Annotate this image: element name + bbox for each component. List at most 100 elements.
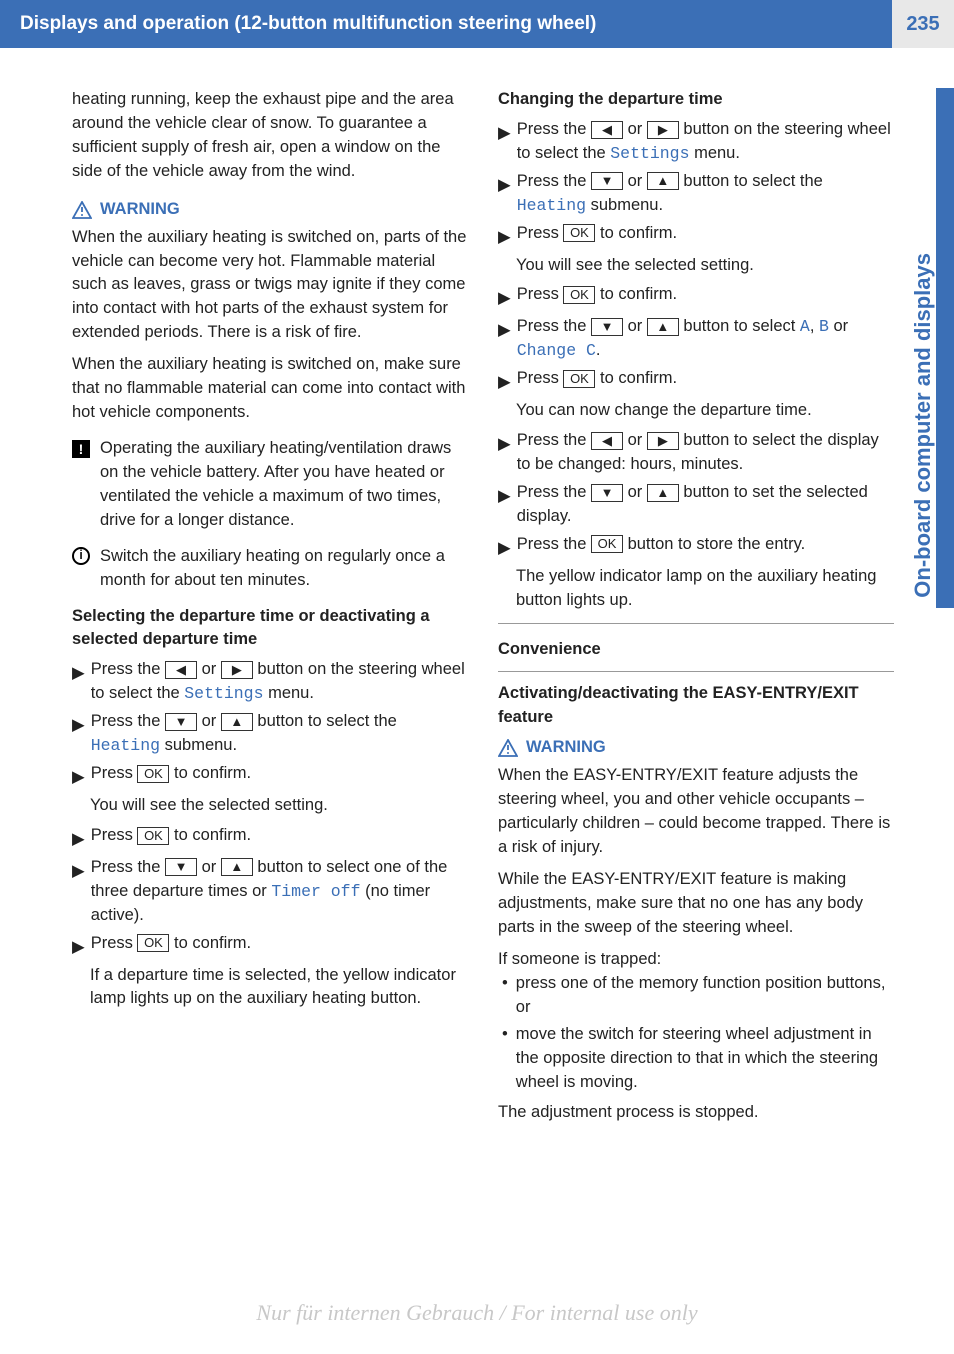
rstep-2-text: Press the ▼ or ▲ button to select the He… xyxy=(517,170,894,218)
step-marker-icon: ▶ xyxy=(498,226,511,250)
warn2-p4: The adjustment process is stopped. xyxy=(498,1101,894,1125)
rstep-7: ▶ Press the ◀ or ▶ button to select the … xyxy=(498,429,894,477)
step-marker-icon: ▶ xyxy=(498,371,511,395)
right-button-icon: ▶ xyxy=(221,661,253,679)
settings-menu-label: Settings xyxy=(184,684,263,703)
step-marker-icon: ▶ xyxy=(72,828,85,852)
warning-label: WARNING xyxy=(100,198,180,222)
step-3-text: Press OK to confirm. xyxy=(91,762,468,790)
subheading-easy-entry: Activating/deactivating the EASY-ENTRY/E… xyxy=(498,682,894,730)
warning-triangle-icon xyxy=(498,739,518,757)
info-text: Switch the auxiliary heating on regularl… xyxy=(100,545,468,593)
left-button-icon: ◀ xyxy=(591,121,623,139)
option-change-c: Change C xyxy=(517,341,596,360)
warn2-p3: If someone is trapped: xyxy=(498,948,894,972)
rstep-6-sub: You can now change the departure time. xyxy=(516,399,894,423)
step-marker-icon: ▶ xyxy=(72,662,85,706)
step-marker-icon: ▶ xyxy=(498,174,511,218)
page-number: 235 xyxy=(892,0,954,48)
right-column: Changing the departure time ▶ Press the … xyxy=(498,88,894,1125)
step-marker-icon: ▶ xyxy=(498,287,511,311)
down-button-icon: ▼ xyxy=(165,858,197,876)
rstep-6: ▶ Press OK to confirm. xyxy=(498,367,894,395)
heating-menu-label: Heating xyxy=(91,736,160,755)
bullet-1: • press one of the memory function posit… xyxy=(502,972,894,1020)
rstep-4: ▶ Press OK to confirm. xyxy=(498,283,894,311)
rstep-3-text: Press OK to confirm. xyxy=(517,222,894,250)
rstep-9-text: Press the OK button to store the entry. xyxy=(517,533,894,561)
ok-button-icon: OK xyxy=(137,827,169,845)
important-icon: ! xyxy=(72,440,90,458)
info-note: i Switch the auxiliary heating on regula… xyxy=(72,545,468,593)
left-column: heating running, keep the exhaust pipe a… xyxy=(72,88,468,1125)
side-tab: On-board computer and displays xyxy=(904,88,954,608)
side-tab-label: On-board computer and displays xyxy=(910,253,936,598)
warning-label-2: WARNING xyxy=(526,736,606,760)
step-marker-icon: ▶ xyxy=(498,433,511,477)
rstep-2: ▶ Press the ▼ or ▲ button to select the … xyxy=(498,170,894,218)
bullet-icon: • xyxy=(502,972,508,1020)
step-5: ▶ Press the ▼ or ▲ button to select one … xyxy=(72,856,468,928)
right-button-icon: ▶ xyxy=(647,432,679,450)
warn2-p2: While the EASY-ENTRY/EXIT feature is mak… xyxy=(498,868,894,940)
step-marker-icon: ▶ xyxy=(72,714,85,758)
intro-text: heating running, keep the exhaust pipe a… xyxy=(72,88,468,184)
important-text: Operating the auxiliary heating/ventilat… xyxy=(100,437,468,533)
warning-text-1: When the auxiliary heating is switched o… xyxy=(72,226,468,346)
left-button-icon: ◀ xyxy=(165,661,197,679)
rstep-5-text: Press the ▼ or ▲ button to select A, B o… xyxy=(517,315,894,363)
heading-convenience: Convenience xyxy=(498,638,894,662)
rstep-6-text: Press OK to confirm. xyxy=(517,367,894,395)
step-marker-icon: ▶ xyxy=(498,485,511,529)
up-button-icon: ▲ xyxy=(221,858,253,876)
up-button-icon: ▲ xyxy=(647,484,679,502)
step-marker-icon: ▶ xyxy=(498,122,511,166)
timer-off-label: Timer off xyxy=(271,882,360,901)
important-note: ! Operating the auxiliary heating/ventil… xyxy=(72,437,468,533)
side-tab-accent xyxy=(936,88,954,608)
step-3-sub: You will see the selected setting. xyxy=(90,794,468,818)
heading-changing-departure: Changing the departure time xyxy=(498,88,894,112)
header-title: Displays and operation (12-button multif… xyxy=(0,0,892,48)
bullet-1-text: press one of the memory function positio… xyxy=(516,972,894,1020)
step-5-text: Press the ▼ or ▲ button to select one of… xyxy=(91,856,468,928)
rstep-4-text: Press OK to confirm. xyxy=(517,283,894,311)
subheading-select-departure: Selecting the departure time or deactiva… xyxy=(72,605,468,653)
step-4: ▶ Press OK to confirm. xyxy=(72,824,468,852)
step-marker-icon: ▶ xyxy=(72,766,85,790)
up-button-icon: ▲ xyxy=(647,318,679,336)
warning-text-2: When the auxiliary heating is switched o… xyxy=(72,353,468,425)
down-button-icon: ▼ xyxy=(591,172,623,190)
warning-heading-2: WARNING xyxy=(498,736,894,760)
heating-menu-label: Heating xyxy=(517,196,586,215)
rstep-9: ▶ Press the OK button to store the entry… xyxy=(498,533,894,561)
ok-button-icon: OK xyxy=(563,224,595,242)
step-2-text: Press the ▼ or ▲ button to select the He… xyxy=(91,710,468,758)
page: Displays and operation (12-button multif… xyxy=(0,0,954,1354)
warning-triangle-icon xyxy=(72,201,92,219)
down-button-icon: ▼ xyxy=(591,318,623,336)
bullet-icon: • xyxy=(502,1023,508,1095)
info-icon: i xyxy=(72,547,90,565)
ok-button-icon: OK xyxy=(563,286,595,304)
rstep-9-sub: The yellow indicator lamp on the auxilia… xyxy=(516,565,894,613)
section-divider xyxy=(498,671,894,672)
step-6-sub: If a departure time is selected, the yel… xyxy=(90,964,468,1012)
rstep-1-text: Press the ◀ or ▶ button on the steering … xyxy=(517,118,894,166)
section-divider xyxy=(498,623,894,624)
step-6: ▶ Press OK to confirm. xyxy=(72,932,468,960)
step-marker-icon: ▶ xyxy=(498,319,511,363)
down-button-icon: ▼ xyxy=(165,713,197,731)
option-a: A xyxy=(800,317,810,336)
step-marker-icon: ▶ xyxy=(498,537,511,561)
step-4-text: Press OK to confirm. xyxy=(91,824,468,852)
header-bar: Displays and operation (12-button multif… xyxy=(0,0,954,48)
ok-button-icon: OK xyxy=(137,934,169,952)
bullet-2: • move the switch for steering wheel adj… xyxy=(502,1023,894,1095)
step-marker-icon: ▶ xyxy=(72,936,85,960)
rstep-8: ▶ Press the ▼ or ▲ button to set the sel… xyxy=(498,481,894,529)
ok-button-icon: OK xyxy=(137,765,169,783)
up-button-icon: ▲ xyxy=(221,713,253,731)
down-button-icon: ▼ xyxy=(591,484,623,502)
rstep-1: ▶ Press the ◀ or ▶ button on the steerin… xyxy=(498,118,894,166)
